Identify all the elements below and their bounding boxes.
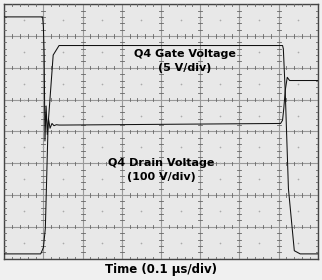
- X-axis label: Time (0.1 μs/div): Time (0.1 μs/div): [105, 263, 217, 276]
- Text: Q4 Drain Voltage
(100 V/div): Q4 Drain Voltage (100 V/div): [108, 158, 214, 182]
- Text: Q4 Gate Voltage
(5 V/div): Q4 Gate Voltage (5 V/div): [134, 50, 235, 73]
